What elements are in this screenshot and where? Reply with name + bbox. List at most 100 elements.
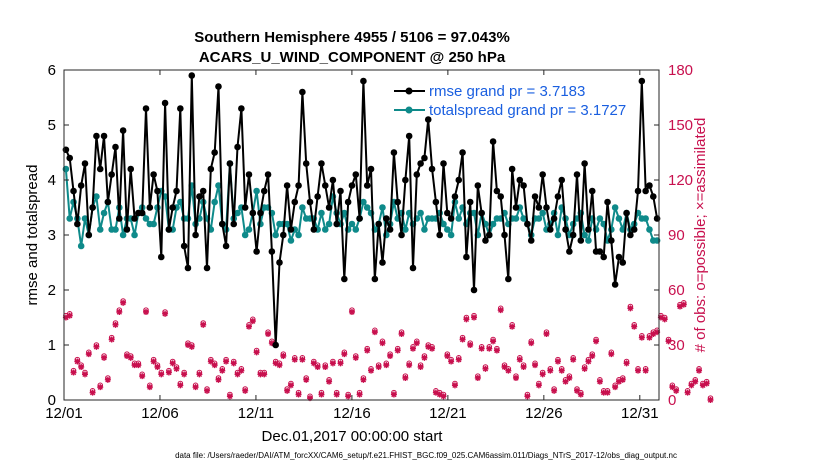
obs-assimilated-point: [89, 389, 96, 396]
rmse-point: [421, 154, 428, 162]
obs-assimilated-point: [387, 353, 394, 359]
obs-assimilated-point: [474, 375, 481, 381]
obs-assimilated-point: [573, 387, 580, 394]
obs-assimilated-point: [619, 376, 626, 383]
obs-assimilated-point: [631, 323, 638, 330]
rmse-point: [226, 160, 234, 167]
obs-assimilated-point: [539, 371, 546, 378]
rmse-point: [329, 176, 337, 184]
rmse-point: [89, 204, 96, 211]
obs-count-layer: [62, 298, 714, 403]
obs-assimilated-point: [482, 365, 489, 372]
rmse-point: [569, 231, 577, 239]
totalspread-point: [535, 215, 543, 222]
rmse-point: [566, 248, 573, 255]
obs-assimilated-point: [554, 358, 561, 365]
obs-assimilated-point: [165, 369, 172, 376]
totalspread-point: [93, 193, 100, 200]
rmse-point: [291, 198, 299, 206]
legend-rmse-marker: [405, 87, 413, 95]
rmse-point: [573, 171, 581, 178]
rmse-point: [215, 83, 222, 90]
obs-assimilated-point: [318, 391, 325, 398]
totalspread-point: [554, 231, 562, 239]
obs-assimilated-point: [501, 364, 508, 370]
obs-assimilated-point: [230, 360, 237, 367]
rmse-point: [321, 182, 329, 189]
rmse-point: [238, 105, 245, 112]
totalspread-point: [245, 226, 253, 233]
obs-assimilated-point: [680, 301, 687, 308]
rmse-point: [154, 187, 161, 195]
rmse-point: [295, 182, 302, 189]
obs-assimilated-point: [520, 364, 527, 370]
obs-assimilated-point: [85, 351, 92, 358]
rmse-point: [234, 143, 241, 151]
chart-title-line1: Southern Hemisphere 4955 / 5106 = 97.043…: [194, 29, 510, 46]
rmse-point: [375, 220, 382, 228]
rmse-point: [77, 182, 85, 189]
totalspread-point: [287, 237, 295, 244]
x-tick-label: 12/31: [621, 405, 659, 422]
obs-assimilated-point: [188, 343, 195, 350]
obs-assimilated-point: [570, 356, 577, 363]
rmse-point: [394, 198, 402, 206]
totalspread-point: [211, 198, 218, 206]
x-tick-label: 12/26: [525, 405, 563, 422]
rmse-point: [196, 193, 203, 200]
y-right-tick-label: 180: [668, 62, 693, 79]
obs-assimilated-point: [70, 369, 77, 376]
obs-assimilated-point: [543, 331, 550, 337]
rmse-point: [81, 160, 89, 167]
obs-assimilated-point: [238, 367, 245, 374]
obs-assimilated-point: [650, 331, 657, 337]
obs-assimilated-point: [78, 364, 85, 370]
rmse-point: [516, 176, 524, 184]
x-tick-label: 12/11: [238, 405, 274, 422]
rmse-point: [333, 220, 341, 228]
obs-assimilated-point: [310, 360, 317, 367]
rmse-point: [649, 193, 657, 200]
totalspread-point: [379, 204, 386, 211]
rmse-point: [310, 226, 318, 233]
totalspread-point: [520, 215, 527, 222]
rmse-point: [360, 77, 367, 85]
obs-assimilated-point: [676, 303, 683, 310]
obs-assimilated-point: [406, 362, 413, 369]
obs-assimilated-point: [516, 356, 523, 363]
obs-assimilated-point: [62, 314, 69, 321]
obs-assimilated-point: [707, 397, 714, 403]
obs-assimilated-point: [154, 364, 161, 370]
rmse-point: [131, 215, 138, 222]
obs-assimilated-point: [696, 367, 703, 374]
obs-assimilated-point: [173, 365, 180, 372]
rmse-point: [550, 215, 558, 222]
obs-assimilated-point: [535, 382, 542, 389]
y-right-tick-label: 90: [668, 227, 685, 244]
totalspread-point: [455, 215, 463, 222]
obs-assimilated-point: [455, 356, 462, 363]
rmse-point: [165, 226, 173, 233]
rmse-point: [211, 149, 218, 156]
y-right-tick-label: 150: [668, 117, 693, 134]
rmse-point: [382, 215, 390, 222]
obs-assimilated-point: [471, 314, 478, 321]
obs-assimilated-point: [299, 356, 306, 363]
rmse-point: [325, 204, 333, 211]
obs-assimilated-point: [158, 371, 165, 378]
x-tick-label: 12/21: [429, 405, 467, 422]
rmse-point: [306, 198, 314, 206]
rmse-point: [287, 226, 295, 233]
rmse-point: [485, 231, 493, 239]
obs-assimilated-point: [551, 387, 558, 394]
obs-assimilated-point: [409, 345, 416, 352]
rmse-point: [543, 204, 550, 211]
totalspread-point: [234, 209, 241, 217]
totalspread-point: [402, 226, 409, 233]
rmse-point: [66, 154, 74, 162]
totalspread-point: [295, 231, 302, 239]
obs-assimilated-point: [120, 299, 127, 306]
rmse-point: [604, 198, 611, 206]
rmse-point: [142, 105, 150, 112]
